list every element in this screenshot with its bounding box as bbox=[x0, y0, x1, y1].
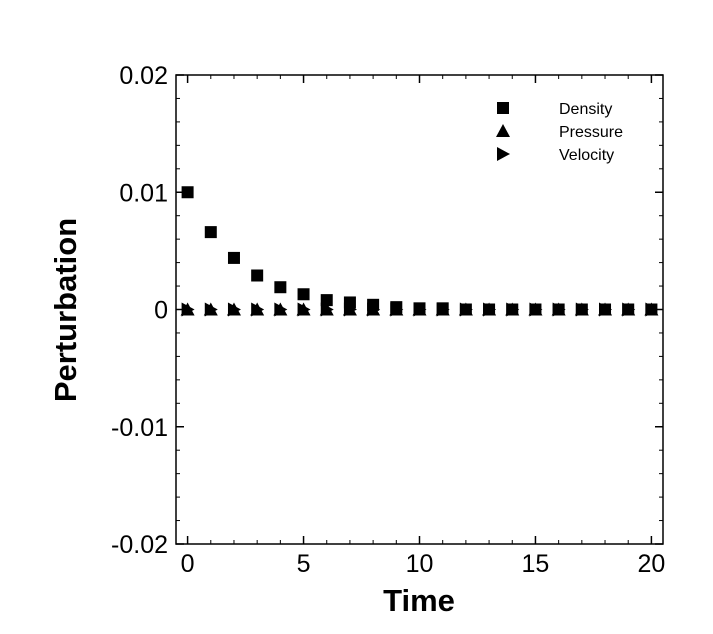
density-point bbox=[529, 303, 542, 316]
y-axis-title: Perturbation bbox=[48, 218, 83, 402]
y-tick-label: -0.02 bbox=[111, 531, 168, 559]
legend-density-label: Density bbox=[559, 101, 612, 118]
legend-velocity-marker bbox=[497, 147, 510, 161]
series-density bbox=[181, 186, 658, 316]
y-tick-label: 0 bbox=[154, 297, 168, 325]
density-point bbox=[599, 303, 612, 316]
density-point bbox=[459, 303, 472, 316]
density-point bbox=[622, 303, 635, 316]
y-tick-label: 0.02 bbox=[119, 62, 168, 90]
x-tick-label: 5 bbox=[297, 550, 311, 578]
x-tick-label: 0 bbox=[181, 550, 195, 578]
legend-velocity-label: Velocity bbox=[559, 147, 614, 164]
legend-pressure-label: Pressure bbox=[559, 124, 623, 141]
velocity-point bbox=[274, 302, 288, 317]
density-point bbox=[506, 303, 519, 316]
x-tick-label: 15 bbox=[522, 550, 550, 578]
density-point bbox=[181, 186, 194, 199]
x-axis: 0 5 10 15 20 bbox=[181, 75, 665, 578]
density-point bbox=[251, 269, 264, 282]
density-point bbox=[274, 281, 287, 294]
legend: Density Pressure Velocity bbox=[496, 101, 623, 164]
velocity-point bbox=[204, 302, 218, 317]
y-axis: -0.02 -0.01 0 0.01 0.02 bbox=[111, 62, 663, 559]
legend-pressure-marker bbox=[496, 124, 510, 137]
data-markers bbox=[180, 186, 659, 317]
density-point bbox=[367, 298, 380, 311]
legend-density-marker bbox=[497, 102, 509, 114]
density-point bbox=[390, 301, 403, 314]
density-point bbox=[297, 288, 310, 301]
density-point bbox=[204, 226, 217, 239]
x-tick-label: 10 bbox=[406, 550, 434, 578]
density-point bbox=[575, 303, 588, 316]
x-tick-label: 20 bbox=[637, 550, 665, 578]
velocity-point bbox=[227, 302, 241, 317]
density-point bbox=[413, 302, 426, 315]
velocity-point bbox=[251, 302, 265, 317]
y-tick-label: -0.01 bbox=[111, 414, 168, 442]
x-axis-title: Time bbox=[383, 583, 455, 618]
density-point bbox=[227, 251, 240, 264]
density-point bbox=[552, 303, 565, 316]
velocity-point bbox=[297, 302, 311, 317]
y-tick-label: 0.01 bbox=[119, 179, 168, 207]
velocity-point bbox=[181, 302, 195, 317]
density-point bbox=[343, 296, 356, 309]
density-point bbox=[320, 294, 333, 307]
density-point bbox=[645, 303, 658, 316]
density-point bbox=[436, 302, 449, 315]
density-point bbox=[483, 303, 496, 316]
